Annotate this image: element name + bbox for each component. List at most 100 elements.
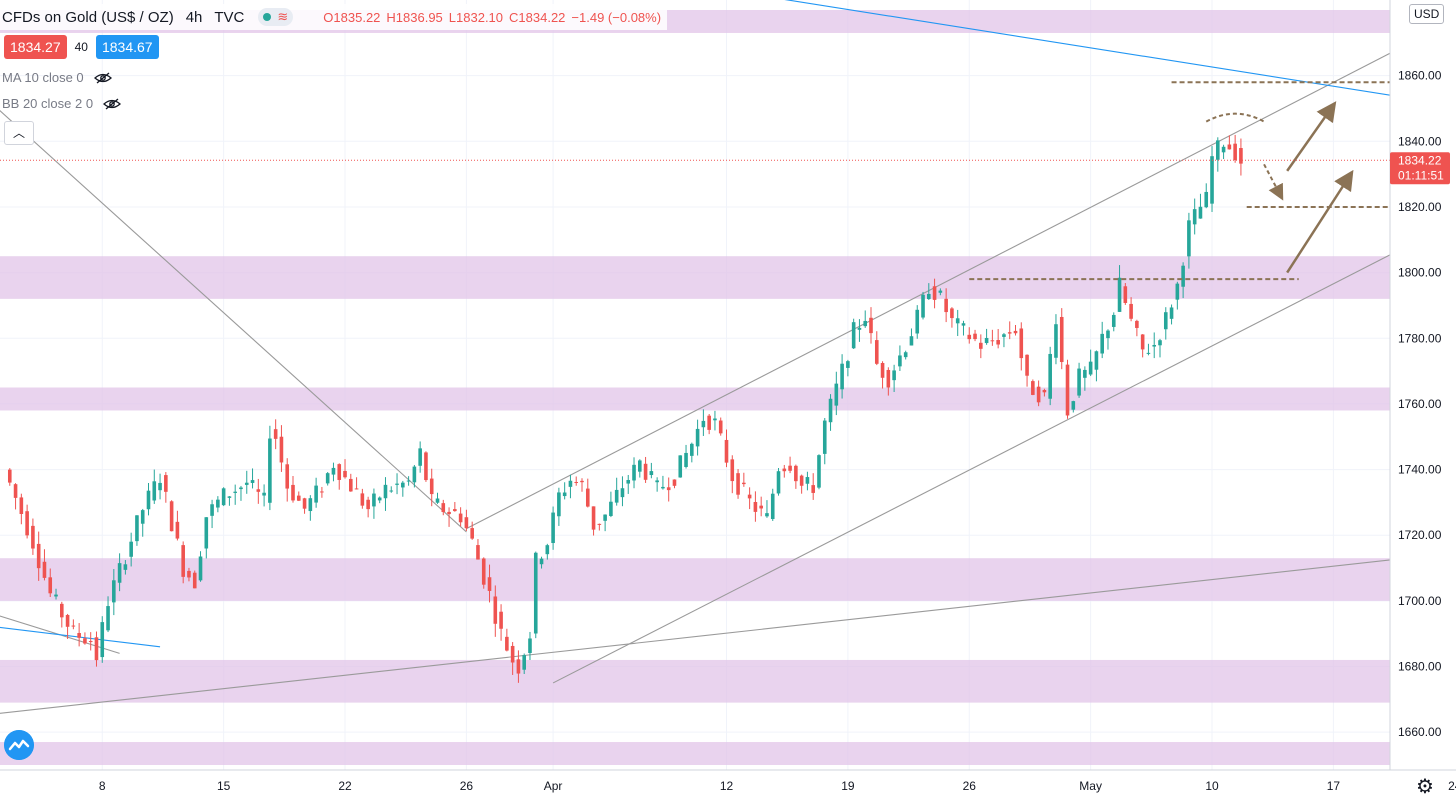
candle-body (1181, 265, 1185, 287)
candle-body (94, 637, 99, 661)
indicator-bb[interactable]: BB 20 close 2 0 (2, 96, 122, 111)
price-tick-label: 1820.00 (1398, 200, 1442, 214)
candle-body (435, 498, 440, 503)
candle-body (539, 558, 544, 565)
candle-body (1117, 277, 1122, 312)
settings-gear-icon[interactable]: ⚙ (1416, 776, 1434, 798)
candle-body (1059, 316, 1064, 363)
candle-body (990, 340, 995, 342)
candle-body (65, 614, 70, 627)
candle-body (36, 543, 41, 569)
candle-body (505, 636, 509, 651)
candle-body (661, 486, 665, 489)
candle-body (88, 641, 93, 643)
candle-body (487, 577, 492, 591)
candle-body (533, 552, 538, 634)
price-tick-label: 1740.00 (1398, 463, 1442, 477)
candle-body (83, 638, 87, 644)
candle-body (493, 596, 498, 624)
candle-body (1210, 156, 1214, 204)
candlesticks (7, 134, 1243, 683)
time-axis[interactable]: 8 15 22 26 Apr 12 19 26 May 10 17 24 (0, 769, 1456, 800)
candle-body (302, 498, 307, 509)
candle-body (1042, 390, 1047, 393)
time-tick-label: May (1079, 779, 1102, 793)
time-tick-label: 10 (1205, 779, 1219, 793)
candle-body (730, 459, 735, 482)
candle-body (123, 564, 128, 570)
top-arc (1205, 112, 1265, 123)
time-axis-bg (0, 770, 1456, 800)
price-tick-label: 1840.00 (1398, 134, 1442, 148)
zone-band (0, 742, 1390, 765)
buy-button[interactable]: 1834.67 (95, 35, 159, 59)
hidden-eye-icon[interactable] (93, 72, 112, 84)
price-axis[interactable]: 1660.00 1680.00 1700.00 1720.00 1740.00 1760.… (1389, 0, 1456, 800)
candle-body (164, 475, 168, 492)
trendline (0, 110, 467, 533)
candle-body (1065, 364, 1070, 416)
candle-body (216, 499, 220, 508)
indicator-ma[interactable]: MA 10 close 0 (2, 70, 112, 85)
candle-body (424, 452, 428, 481)
candle-body (158, 482, 162, 491)
symbol-title[interactable]: CFDs on Gold (US$ / OZ) (2, 8, 174, 26)
candle-body (429, 478, 434, 495)
candle-body (239, 487, 243, 490)
close-value: C1834.22 (509, 9, 566, 25)
candle-body (13, 484, 18, 498)
candle-body (678, 455, 683, 478)
hidden-eye-icon[interactable] (103, 98, 122, 110)
candle-body (175, 521, 180, 539)
candle-body (1031, 381, 1035, 395)
time-tick-label: 12 (720, 779, 734, 793)
tradingview-logo-icon[interactable] (4, 730, 34, 760)
candle-body (1036, 386, 1041, 403)
candle-body (291, 484, 295, 501)
candle-body (973, 333, 977, 340)
trendline (784, 0, 1456, 107)
candle-body (1129, 303, 1133, 319)
candle-body (950, 308, 954, 319)
candle-body (909, 336, 914, 346)
candle-body (48, 577, 53, 594)
candle-body (1192, 209, 1197, 225)
candle-body (77, 633, 81, 638)
candle-body (788, 465, 792, 471)
candle-body (869, 317, 873, 334)
support-resistance-zones (0, 10, 1390, 765)
time-tick-label: 19 (841, 779, 855, 793)
low-value: L1832.10 (448, 9, 504, 25)
zone-band (0, 387, 1390, 411)
candle-body (1227, 144, 1232, 150)
candle-body (1187, 220, 1191, 257)
candle-body (244, 482, 249, 485)
candle-body (447, 511, 451, 515)
candle-body (135, 515, 139, 542)
collapse-legend-button[interactable]: ︿ (4, 121, 34, 145)
interval-label[interactable]: 4h (185, 8, 203, 26)
candle-body (522, 655, 526, 670)
candle-body (707, 415, 711, 430)
candle-body (643, 463, 648, 480)
candle-body (765, 513, 769, 517)
candle-body (71, 625, 76, 627)
candle-body (938, 290, 943, 293)
candle-body (944, 298, 948, 313)
candle-body (747, 494, 752, 499)
zone-band (0, 256, 1390, 299)
candle-body (857, 327, 862, 330)
price-axis-bg (1390, 0, 1456, 800)
candle-body (782, 468, 787, 472)
candle-body (614, 489, 619, 503)
projection-arrow (1286, 101, 1337, 172)
candle-body (406, 480, 411, 482)
candle-body (360, 493, 365, 506)
candle-body (106, 606, 110, 631)
sell-button[interactable]: 1834.27 (4, 35, 67, 59)
candle-body (464, 517, 469, 529)
status-pill[interactable]: ≋ (258, 8, 294, 26)
candle-body (181, 545, 185, 577)
currency-button[interactable]: USD (1409, 4, 1445, 24)
